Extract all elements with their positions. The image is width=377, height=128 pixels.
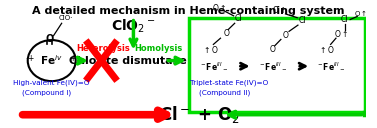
Text: $^-$Fe$^{III}$$_-$: $^-$Fe$^{III}$$_-$ — [316, 61, 345, 72]
Text: Chlorite dismutase: Chlorite dismutase — [69, 56, 187, 66]
Text: $\uparrow$O: $\uparrow$O — [318, 44, 335, 55]
Text: O: O — [46, 34, 54, 44]
Bar — [189, 18, 365, 112]
Text: Cl: Cl — [341, 15, 349, 24]
Text: O: O — [224, 29, 230, 38]
Text: Fe$^{iv}$: Fe$^{iv}$ — [40, 54, 63, 67]
Ellipse shape — [28, 40, 76, 81]
Text: Homolysis: Homolysis — [134, 44, 182, 53]
Text: (Compound I): (Compound I) — [21, 89, 70, 96]
Text: ClO·: ClO· — [59, 15, 73, 21]
Text: O$\uparrow$: O$\uparrow$ — [272, 4, 287, 15]
Text: $\cdot$+: $\cdot$+ — [25, 53, 35, 63]
Text: O$\uparrow$: O$\uparrow$ — [334, 28, 348, 39]
Text: O: O — [282, 31, 288, 40]
Text: $^-$Fe$^{III}$$_-$: $^-$Fe$^{III}$$_-$ — [258, 61, 288, 72]
Text: (Compound II): (Compound II) — [199, 89, 250, 96]
Text: O: O — [270, 45, 276, 54]
Text: +: + — [69, 54, 75, 63]
Text: Cl: Cl — [234, 14, 242, 23]
Text: Triplet-state Fe(IV)=O: Triplet-state Fe(IV)=O — [190, 79, 268, 86]
Text: A detailed mechanism in Heme-containing system: A detailed mechanism in Heme-containing … — [32, 7, 345, 17]
Text: O$\uparrow$: O$\uparrow$ — [354, 8, 368, 18]
Text: $^-$Fe$^{III}$$_-$: $^-$Fe$^{III}$$_-$ — [199, 61, 229, 72]
Text: Cl: Cl — [299, 16, 306, 25]
Text: High-valent Fe(IV)=O: High-valent Fe(IV)=O — [13, 79, 89, 86]
Text: Cl$^-$ + O$_2$: Cl$^-$ + O$_2$ — [159, 104, 240, 125]
Text: ClO$_2$$^-$: ClO$_2$$^-$ — [111, 18, 156, 35]
Text: $\uparrow$O: $\uparrow$O — [202, 44, 219, 55]
Text: Heterolysis: Heterolysis — [77, 44, 130, 53]
Text: O$\uparrow$: O$\uparrow$ — [212, 2, 227, 13]
